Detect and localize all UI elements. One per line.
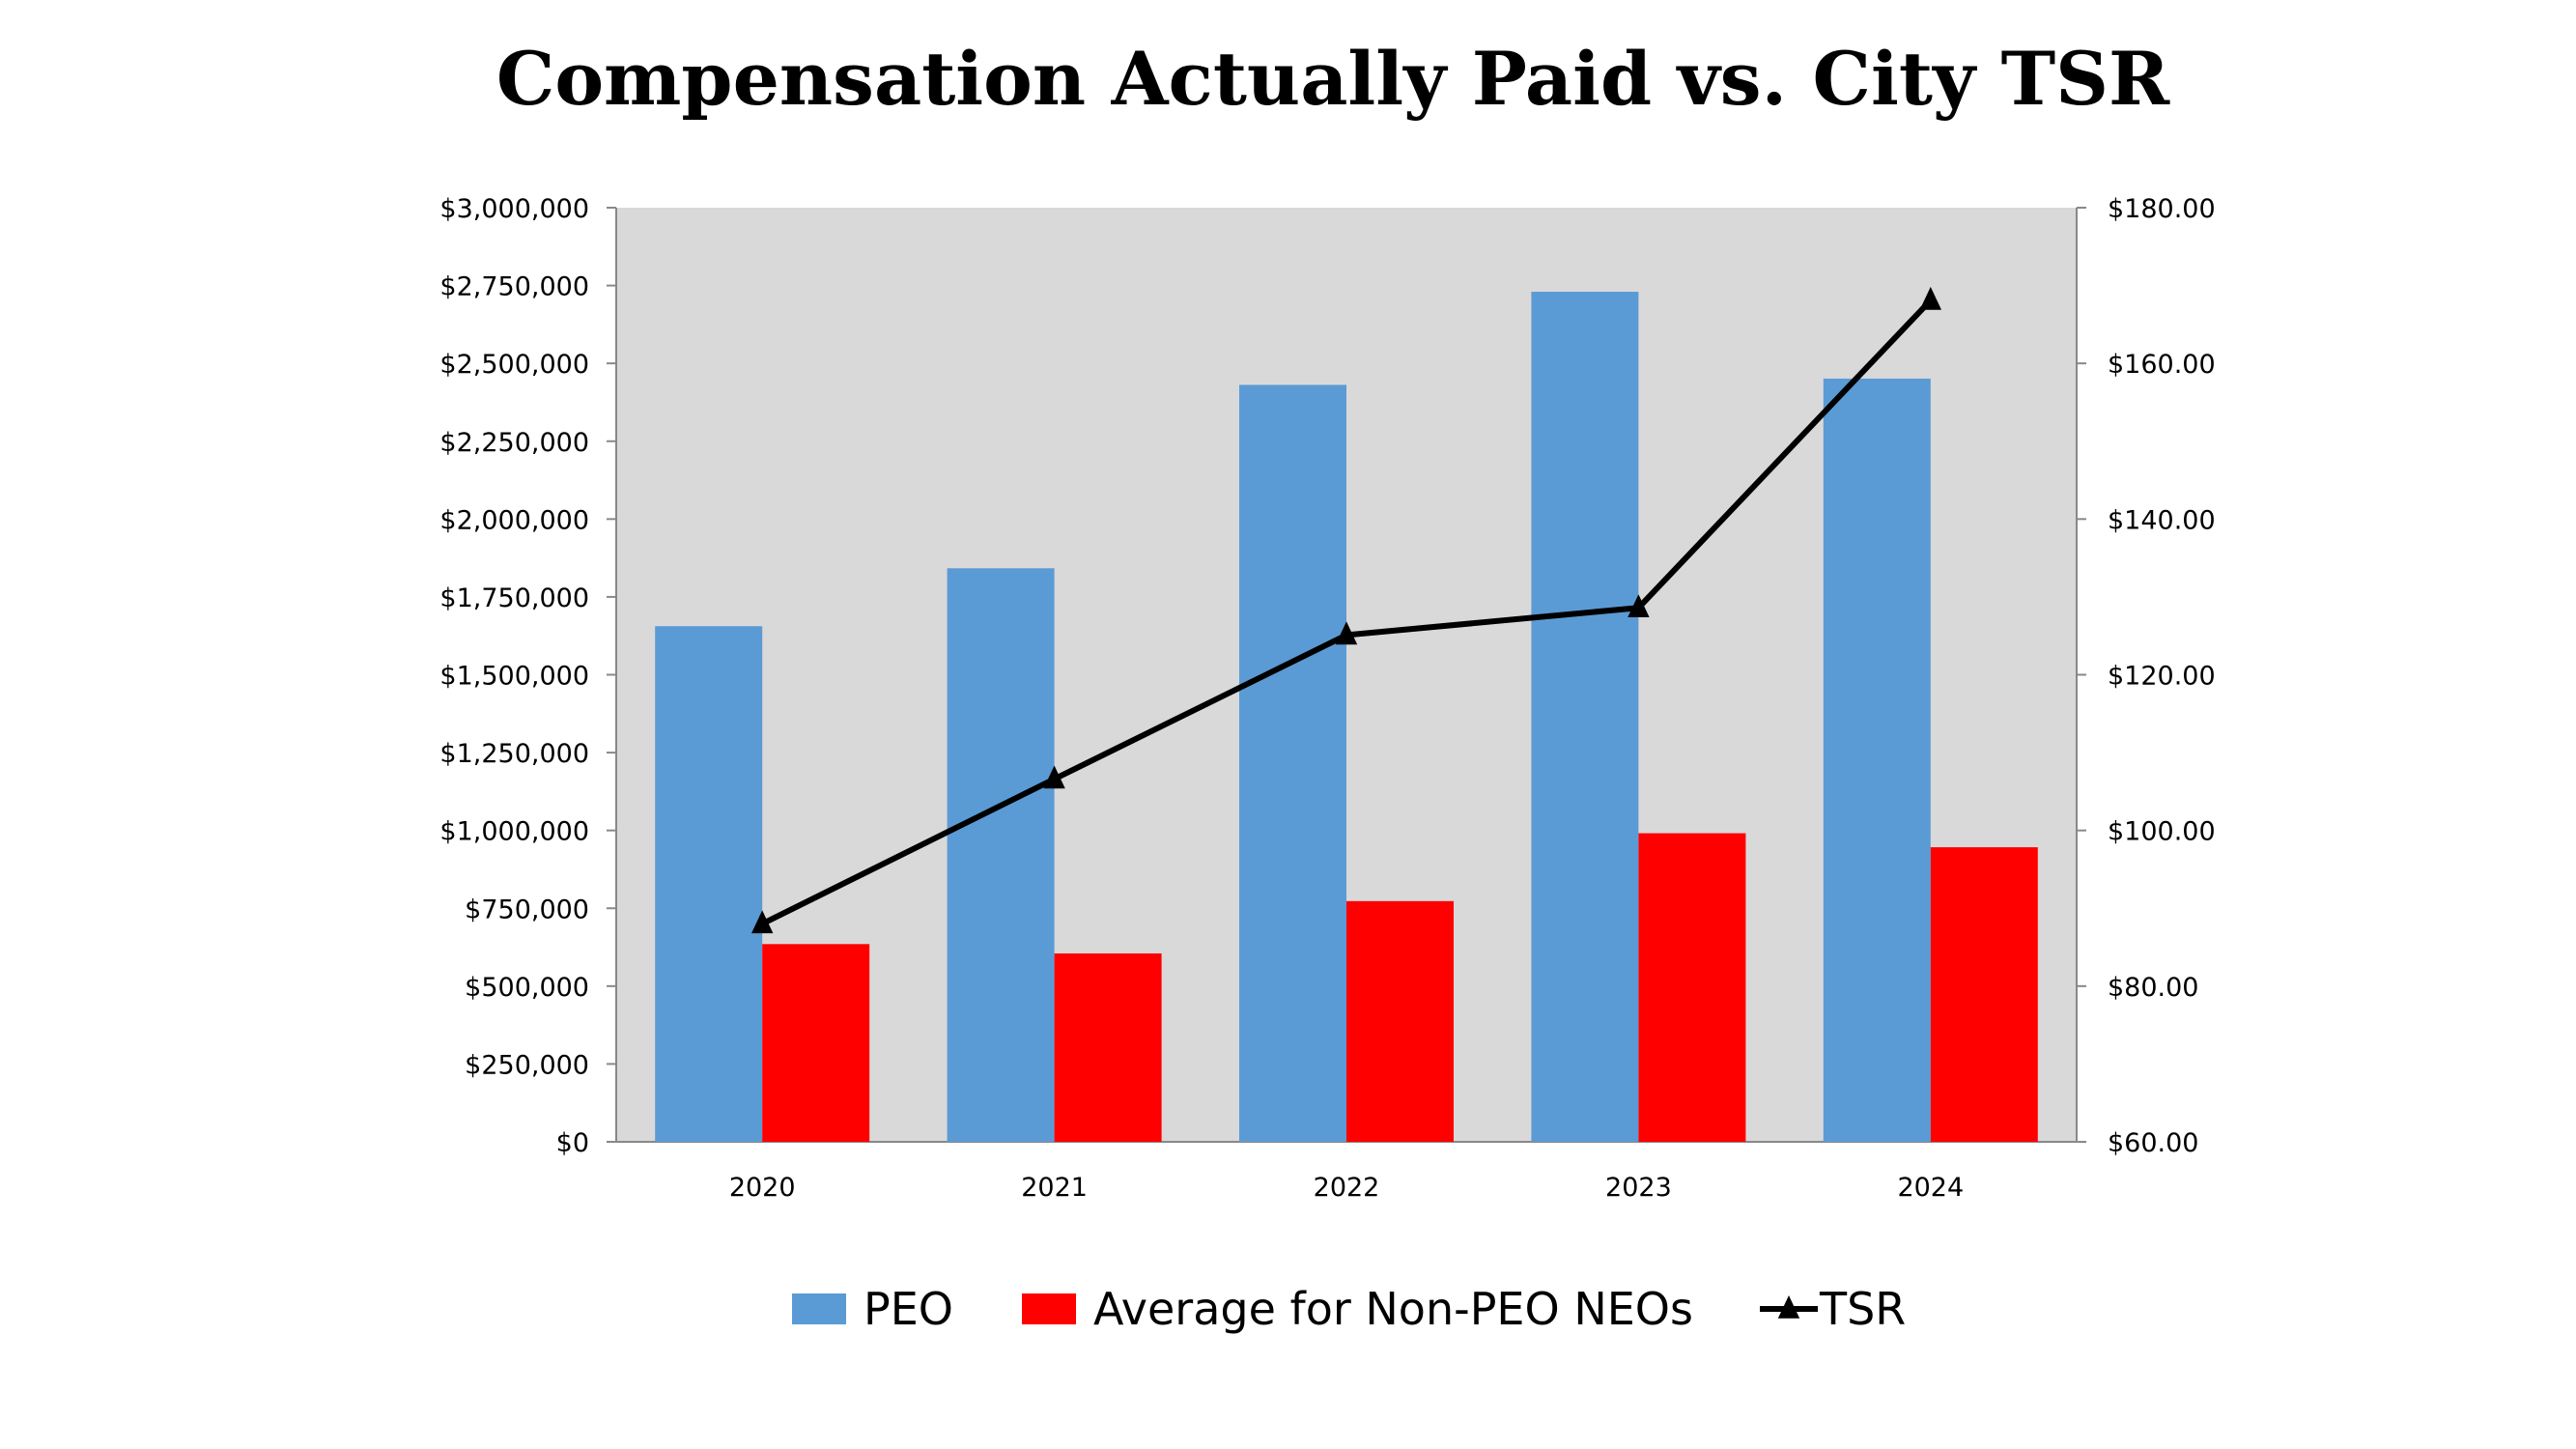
x-tick-label: 2020 <box>729 1173 796 1203</box>
tsr-marker-2021 <box>1043 765 1065 789</box>
left-tick-label: $1,250,000 <box>439 739 589 769</box>
bar-peo-2020 <box>655 626 763 1142</box>
tsr-marker-2024 <box>1919 286 1941 310</box>
bar-peo-2023 <box>1531 292 1639 1142</box>
right-tick-label: $120.00 <box>2108 662 2216 692</box>
left-tick-label: $2,500,000 <box>439 350 589 380</box>
left-tick-label: $2,000,000 <box>439 505 589 535</box>
bar-non-peo-2022 <box>1346 900 1454 1142</box>
left-tick-label: $2,250,000 <box>439 428 589 458</box>
tsr-marker-2022 <box>1335 621 1358 645</box>
legend-swatch-non-peo <box>1022 1293 1076 1324</box>
chart-title: Compensation Actually Paid vs. City TSR <box>496 36 2170 122</box>
right-tick-label: $160.00 <box>2108 350 2216 380</box>
tsr-marker-2020 <box>751 910 774 934</box>
left-tick-label: $250,000 <box>465 1050 589 1080</box>
x-tick-label: 2021 <box>1021 1173 1088 1203</box>
right-tick-label: $180.00 <box>2108 194 2216 224</box>
bar-peo-2024 <box>1823 378 1931 1142</box>
left-tick-label: $3,000,000 <box>439 194 589 224</box>
left-tick-label: $1,000,000 <box>439 817 589 847</box>
bar-peo-2022 <box>1239 384 1346 1142</box>
legend-label-tsr: TSR <box>1819 1283 1906 1335</box>
right-tick-label: $80.00 <box>2108 973 2198 1003</box>
left-tick-label: $1,500,000 <box>439 662 589 692</box>
right-tick-label: $140.00 <box>2108 505 2216 535</box>
left-tick-label: $500,000 <box>465 973 589 1003</box>
legend-marker-tsr <box>1777 1295 1800 1319</box>
legend-label-peo: PEO <box>863 1283 953 1335</box>
bar-non-peo-2021 <box>1054 952 1162 1142</box>
left-tick-label: $0 <box>556 1128 589 1158</box>
left-tick-label: $750,000 <box>465 895 589 924</box>
x-tick-label: 2024 <box>1897 1173 1964 1203</box>
bar-non-peo-2024 <box>1930 847 2038 1142</box>
left-tick-label: $2,750,000 <box>439 272 589 302</box>
bar-non-peo-2023 <box>1638 833 1746 1142</box>
right-tick-label: $60.00 <box>2108 1128 2198 1158</box>
bar-peo-2021 <box>947 568 1055 1142</box>
x-tick-label: 2023 <box>1605 1173 1672 1203</box>
left-tick-label: $1,750,000 <box>439 583 589 613</box>
legend-swatch-peo <box>792 1293 846 1324</box>
tsr-marker-2023 <box>1628 594 1650 617</box>
bar-non-peo-2020 <box>762 944 870 1142</box>
x-tick-label: 2022 <box>1314 1173 1380 1203</box>
legend-label-non-peo: Average for Non-PEO NEOs <box>1093 1283 1693 1335</box>
right-tick-label: $100.00 <box>2108 817 2216 847</box>
